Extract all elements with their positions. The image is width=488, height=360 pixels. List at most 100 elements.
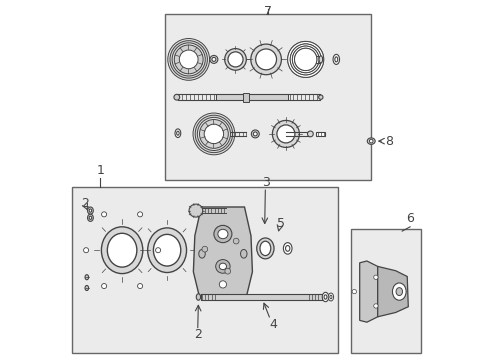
Ellipse shape xyxy=(174,45,203,74)
Ellipse shape xyxy=(227,52,243,67)
Ellipse shape xyxy=(392,283,406,300)
Ellipse shape xyxy=(204,124,223,144)
Circle shape xyxy=(351,289,356,294)
Text: 8: 8 xyxy=(384,135,392,148)
Ellipse shape xyxy=(209,55,218,63)
Ellipse shape xyxy=(318,95,322,99)
Ellipse shape xyxy=(324,295,326,299)
Ellipse shape xyxy=(307,131,313,137)
Ellipse shape xyxy=(240,249,246,258)
Ellipse shape xyxy=(89,216,91,219)
Ellipse shape xyxy=(334,57,337,62)
Ellipse shape xyxy=(175,46,202,73)
Text: 7: 7 xyxy=(264,5,271,18)
Ellipse shape xyxy=(256,238,273,259)
FancyBboxPatch shape xyxy=(72,187,337,353)
Ellipse shape xyxy=(289,44,321,75)
Ellipse shape xyxy=(292,46,318,73)
Ellipse shape xyxy=(213,225,231,243)
Ellipse shape xyxy=(250,44,281,75)
Circle shape xyxy=(373,304,377,308)
Polygon shape xyxy=(193,207,252,297)
Ellipse shape xyxy=(174,94,179,100)
Ellipse shape xyxy=(199,119,228,149)
Ellipse shape xyxy=(215,260,230,273)
Ellipse shape xyxy=(197,117,230,150)
Ellipse shape xyxy=(211,57,215,62)
Polygon shape xyxy=(359,261,377,322)
Ellipse shape xyxy=(199,120,228,148)
Ellipse shape xyxy=(170,41,207,78)
Ellipse shape xyxy=(289,44,321,75)
Ellipse shape xyxy=(85,275,88,280)
Ellipse shape xyxy=(327,293,333,301)
Circle shape xyxy=(102,212,106,217)
Ellipse shape xyxy=(87,207,93,214)
Ellipse shape xyxy=(224,49,246,70)
Ellipse shape xyxy=(366,138,374,144)
FancyBboxPatch shape xyxy=(350,229,420,353)
Text: 4: 4 xyxy=(269,318,277,330)
Circle shape xyxy=(233,238,239,244)
Ellipse shape xyxy=(179,50,198,69)
Ellipse shape xyxy=(153,234,181,266)
Circle shape xyxy=(83,248,88,253)
Ellipse shape xyxy=(294,48,316,71)
Ellipse shape xyxy=(196,294,200,300)
Circle shape xyxy=(137,284,142,289)
Text: 2: 2 xyxy=(81,197,89,210)
Ellipse shape xyxy=(201,121,226,147)
Ellipse shape xyxy=(287,41,323,77)
Ellipse shape xyxy=(318,56,322,63)
Ellipse shape xyxy=(147,228,186,273)
Ellipse shape xyxy=(101,227,142,274)
Text: 2: 2 xyxy=(193,328,201,341)
Ellipse shape xyxy=(292,46,318,73)
Ellipse shape xyxy=(329,295,331,299)
Ellipse shape xyxy=(173,44,203,75)
Ellipse shape xyxy=(368,139,372,143)
Ellipse shape xyxy=(193,113,234,155)
Polygon shape xyxy=(377,266,407,317)
Ellipse shape xyxy=(177,48,200,71)
Ellipse shape xyxy=(195,115,232,153)
Ellipse shape xyxy=(322,292,328,302)
Text: 1: 1 xyxy=(96,164,104,177)
Ellipse shape xyxy=(283,243,291,254)
Ellipse shape xyxy=(285,246,289,251)
Text: 6: 6 xyxy=(406,212,413,225)
Circle shape xyxy=(224,268,230,274)
Ellipse shape xyxy=(294,48,316,71)
Ellipse shape xyxy=(219,263,226,270)
Circle shape xyxy=(202,246,207,252)
Bar xyxy=(215,94,287,100)
Ellipse shape xyxy=(332,54,339,64)
Ellipse shape xyxy=(199,249,205,258)
Circle shape xyxy=(137,212,142,217)
Ellipse shape xyxy=(255,49,276,70)
Ellipse shape xyxy=(107,233,137,267)
Circle shape xyxy=(373,275,377,279)
Text: 3: 3 xyxy=(262,176,269,189)
Circle shape xyxy=(155,248,160,253)
Bar xyxy=(201,294,322,300)
Ellipse shape xyxy=(287,41,323,77)
FancyBboxPatch shape xyxy=(165,14,370,180)
Ellipse shape xyxy=(251,130,259,138)
Ellipse shape xyxy=(85,285,88,291)
Ellipse shape xyxy=(189,204,203,217)
Ellipse shape xyxy=(87,214,93,221)
Ellipse shape xyxy=(175,129,181,138)
Ellipse shape xyxy=(167,39,209,80)
Ellipse shape xyxy=(395,288,402,296)
Ellipse shape xyxy=(89,209,91,212)
Ellipse shape xyxy=(260,241,270,256)
Ellipse shape xyxy=(176,131,179,135)
Text: 5: 5 xyxy=(276,217,284,230)
Ellipse shape xyxy=(276,125,294,143)
Circle shape xyxy=(102,284,106,289)
Ellipse shape xyxy=(218,229,227,239)
Ellipse shape xyxy=(172,43,205,76)
Circle shape xyxy=(219,281,226,288)
Bar xyxy=(316,132,325,136)
